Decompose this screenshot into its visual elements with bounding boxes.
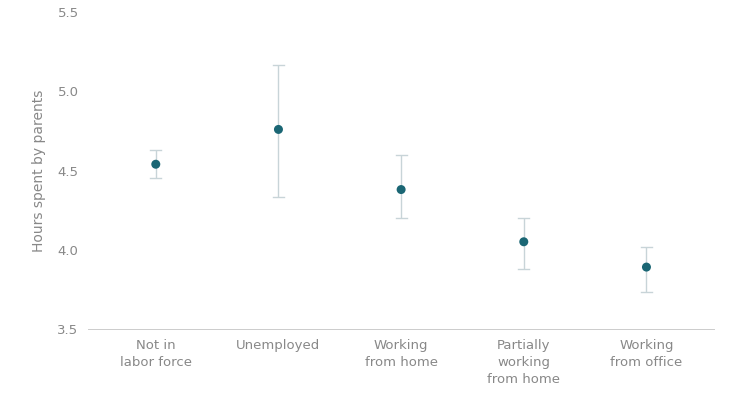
- Point: [150, 161, 162, 168]
- Y-axis label: Hours spent by parents: Hours spent by parents: [32, 89, 46, 252]
- Point: [518, 238, 530, 245]
- Point: [395, 186, 407, 193]
- Point: [272, 126, 284, 133]
- Point: [640, 264, 652, 270]
